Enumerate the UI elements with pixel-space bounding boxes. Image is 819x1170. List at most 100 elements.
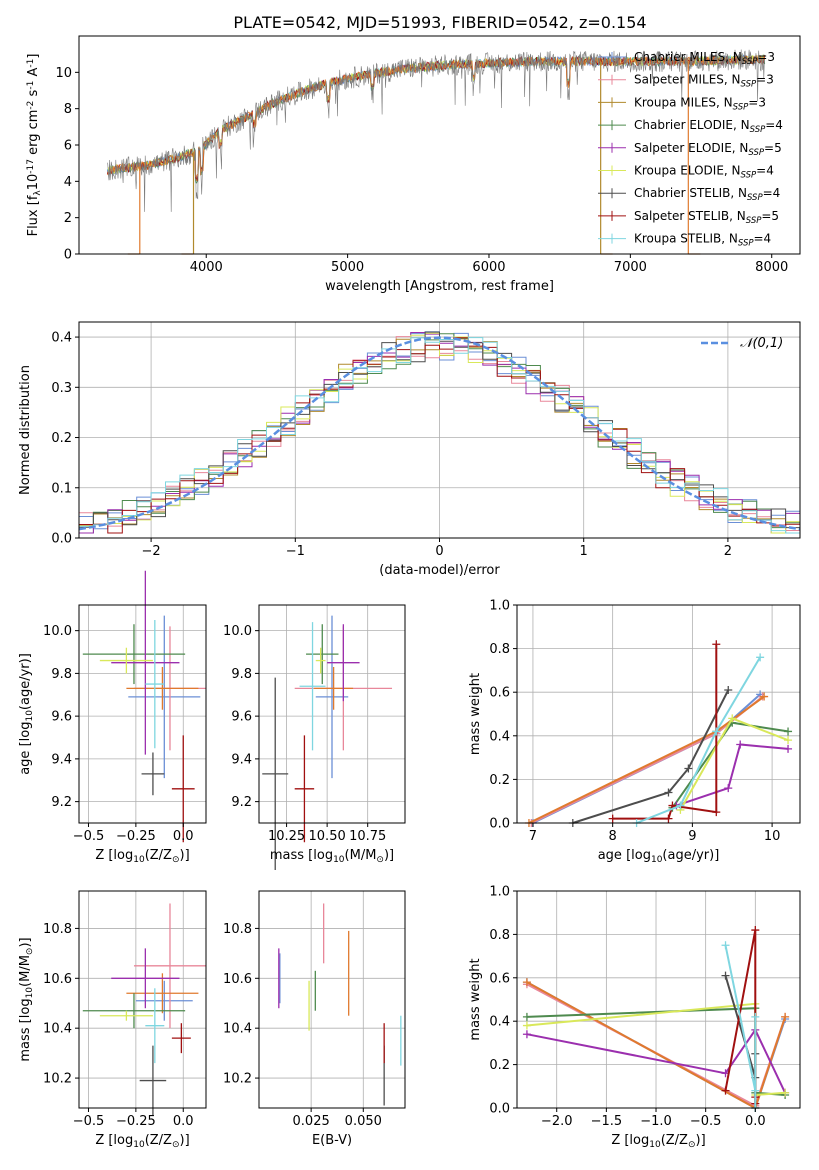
- errorbar-point: [171, 1023, 191, 1054]
- legend-label: Salpeter STELIB, NSSP=5: [634, 209, 779, 226]
- y-tick-label: 9.6: [231, 710, 252, 725]
- y-tick-label: 0.6: [489, 971, 510, 986]
- errorbar-point: [128, 615, 201, 779]
- x-tick-label: −0.5: [73, 1114, 105, 1129]
- weight-line: [724, 945, 757, 1108]
- weight-marker: [522, 1021, 531, 1030]
- x-tick-label: 9: [688, 829, 696, 844]
- panel-spectrum: 4000 5000 6000 7000 8000 0 2 4 6 8 10 wavelength [A…: [26, 35, 801, 294]
- weight-marker: [684, 764, 693, 773]
- weight-marker: [676, 801, 685, 810]
- x-tick-label: 4000: [190, 260, 223, 275]
- x-tick-label: −1.0: [640, 1114, 672, 1129]
- errorbar-point: [139, 1045, 167, 1116]
- weight-line: [572, 689, 730, 824]
- plot-area-mass-EBV: [278, 903, 402, 1106]
- errorbar-point: [306, 624, 339, 685]
- panel-mass-EBV: 0.025 0.050 10.2 10.4 10.6 10.8 E(B-V): [223, 890, 406, 1148]
- y-tick-label: 0.1: [51, 481, 72, 496]
- observed-spectrum: [107, 49, 765, 212]
- weight-marker: [756, 653, 765, 662]
- y-tick-label: 0.0: [489, 817, 510, 832]
- x-tick-label: 2: [724, 544, 732, 559]
- y-tick-label: 1.0: [489, 599, 510, 614]
- errorbar-point: [82, 624, 186, 685]
- y-tick-label: 10.2: [43, 1072, 72, 1087]
- normal-curve: [78, 336, 801, 531]
- panel-mass-Z: −0.5 −0.25 0.0 10.2 10.4 10.6 10.8 Z [log10​(Z/…: [18, 890, 207, 1150]
- y-tick-label: 10.0: [223, 624, 252, 639]
- legend-label: Salpeter ELODIE, NSSP=5: [634, 141, 782, 158]
- errorbar-point: [111, 948, 180, 1009]
- errorbar-point: [314, 666, 354, 710]
- x-axis-label: E(B-V): [312, 1133, 352, 1148]
- x-tick-label: 1: [580, 544, 588, 559]
- legend-label: Kroupa ELODIE, NSSP=4: [634, 164, 774, 181]
- y-tick-label: 9.2: [51, 795, 72, 810]
- y-axis-label: age [log10​(age/yr)]: [18, 653, 35, 775]
- y-tick-label: 10.4: [43, 1022, 72, 1037]
- weight-marker: [728, 714, 737, 723]
- weight-marker: [736, 740, 745, 749]
- weight-line: [528, 695, 765, 824]
- plot-area-residuals: [78, 331, 801, 534]
- plot-area-age-mass: [262, 615, 393, 871]
- x-tick-label: 0.0: [173, 829, 194, 844]
- y-tick-label: 1.0: [489, 885, 510, 900]
- errorbar-point: [126, 666, 199, 710]
- weight-marker: [784, 744, 793, 753]
- weight-marker: [751, 1086, 760, 1095]
- y-tick-label: 10.8: [43, 922, 72, 937]
- y-axis-label: mass weight: [468, 673, 483, 755]
- y-tick-label: 0.2: [489, 773, 510, 788]
- y-tick-label: 0.8: [489, 642, 510, 657]
- x-tick-label: 8000: [755, 260, 788, 275]
- weight-marker: [522, 978, 531, 987]
- x-tick-label: 10.25: [268, 829, 305, 844]
- errorbar-point: [99, 647, 153, 674]
- legend-label: Chabrier STELIB, NSSP=4: [634, 186, 780, 203]
- x-axis-label: wavelength [Angstrom, rest frame]: [325, 279, 554, 294]
- axes-frame: [258, 604, 406, 824]
- legend-label: 𝒩(0,1): [740, 336, 783, 351]
- plot-area-mass-weight-age: [524, 640, 793, 827]
- y-tick-label: 10.4: [223, 1022, 252, 1037]
- weight-marker: [724, 686, 733, 695]
- y-tick-label: 0.0: [51, 532, 72, 547]
- y-tick-label: 0.8: [489, 928, 510, 943]
- legend-label: Kroupa MILES, NSSP=3: [634, 95, 766, 112]
- axes-frame: [516, 890, 801, 1109]
- x-axis-label: age [log10​(age/yr)]: [598, 848, 720, 865]
- y-tick-label: 0: [64, 248, 72, 263]
- panel-mass-weight-Z: −2.0 −1.5 −1.0 −0.5 0.0 0.0 0.2 0.4 0.6 0.8 1.0 Z […: [468, 885, 801, 1150]
- weight-line: [526, 1027, 787, 1094]
- panel-residuals: −2 −1 0 1 2 0.0 0.1 0.2 0.3 0.4 (data-model)/error…: [18, 321, 801, 578]
- weight-marker: [664, 788, 673, 797]
- x-tick-label: 10.50: [309, 829, 346, 844]
- weight-marker: [522, 1012, 531, 1021]
- x-tick-label: −1.5: [591, 1114, 623, 1129]
- weight-marker: [781, 1012, 790, 1021]
- y-tick-label: 9.8: [51, 667, 72, 682]
- x-tick-label: 6000: [472, 260, 505, 275]
- y-tick-label: 0.4: [489, 729, 510, 744]
- x-axis-label: Z [log10​(Z/Z⊙​)]: [611, 1133, 705, 1150]
- errorbar-point: [99, 1010, 153, 1021]
- x-axis-label: Z [log10​(Z/Z⊙​)]: [95, 848, 189, 865]
- x-axis-label: mass [log10​(M/M⊙​)]: [270, 848, 394, 865]
- x-axis-label: (data-model)/error: [379, 563, 500, 578]
- y-axis-label: mass weight: [468, 958, 483, 1040]
- x-tick-label: 0.0: [745, 1114, 766, 1129]
- y-tick-label: 0.0: [489, 1102, 510, 1117]
- y-tick-label: 0.2: [51, 431, 72, 446]
- axes-frame: [516, 604, 801, 824]
- y-tick-label: 10.8: [223, 922, 252, 937]
- weight-marker: [751, 1012, 760, 1021]
- plot-area-age-Z: [82, 570, 206, 843]
- y-tick-label: 0.4: [489, 1015, 510, 1030]
- x-tick-label: −0.25: [116, 829, 156, 844]
- errorbar-point: [141, 752, 165, 796]
- legend-label: Chabrier ELODIE, NSSP=4: [634, 118, 783, 135]
- x-tick-label: −2: [142, 544, 161, 559]
